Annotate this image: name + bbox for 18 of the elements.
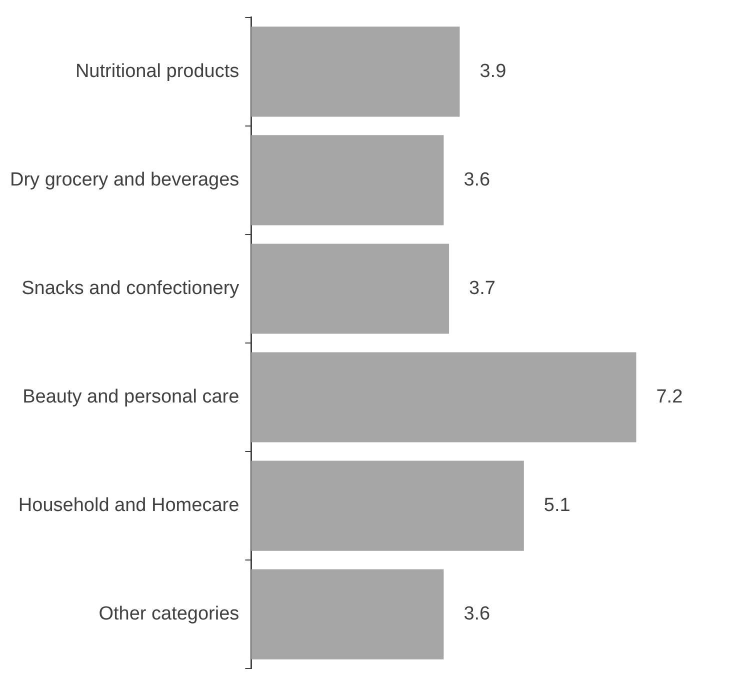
y-tick-label: Other categories — [98, 604, 240, 625]
bar — [251, 26, 460, 117]
bar — [251, 569, 444, 660]
y-tick-label: Beauty and personal care — [22, 386, 240, 408]
y-tick-label: Dry grocery and beverages — [10, 169, 240, 190]
y-tick-label: Nutritional products — [75, 60, 240, 82]
bar — [251, 352, 636, 442]
bar — [251, 460, 524, 551]
data-label: 3.6 — [464, 169, 490, 190]
data-label: 3.7 — [469, 278, 496, 299]
data-label: 5.1 — [544, 495, 570, 516]
bar — [251, 135, 444, 226]
y-tick-label: Household and Homecare — [18, 495, 240, 516]
data-label: 3.6 — [464, 604, 490, 625]
y-tick-label: Snacks and confectionery — [22, 278, 240, 299]
data-label: 3.9 — [480, 60, 506, 82]
bar — [251, 244, 450, 334]
data-label: 7.2 — [656, 386, 683, 408]
